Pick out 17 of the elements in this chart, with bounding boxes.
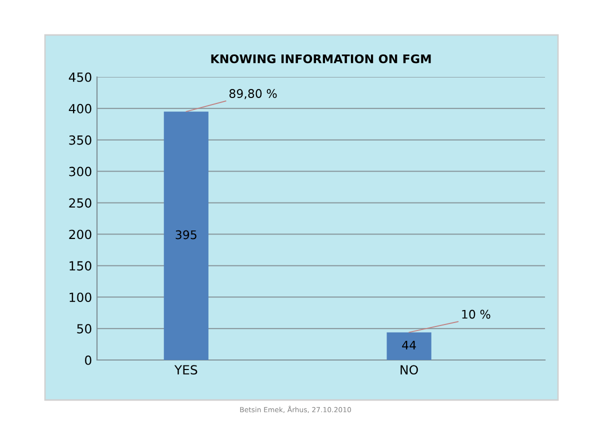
x-tick-label: YES xyxy=(174,365,198,375)
y-tick-label: 150 xyxy=(70,261,92,271)
y-tick-label: 100 xyxy=(70,292,92,302)
data-label: 395 xyxy=(176,230,196,240)
chart-title: KNOWING INFORMATION ON FGM xyxy=(211,54,431,64)
y-tick-label: 300 xyxy=(69,166,92,176)
annotation: 10 % xyxy=(462,310,490,319)
annotation: 89,80 % xyxy=(229,89,277,100)
x-tick-label: NO xyxy=(400,365,418,375)
y-tick-label: 350 xyxy=(69,135,92,145)
y-tick-label: 250 xyxy=(69,198,92,208)
data-label: 44 xyxy=(402,340,416,350)
y-tick-label: 450 xyxy=(68,72,92,82)
y-tick-label: 0 xyxy=(85,355,92,365)
y-tick-label: 200 xyxy=(69,230,92,240)
y-tick-label: 50 xyxy=(77,324,92,334)
y-tick-label: 400 xyxy=(68,104,92,114)
